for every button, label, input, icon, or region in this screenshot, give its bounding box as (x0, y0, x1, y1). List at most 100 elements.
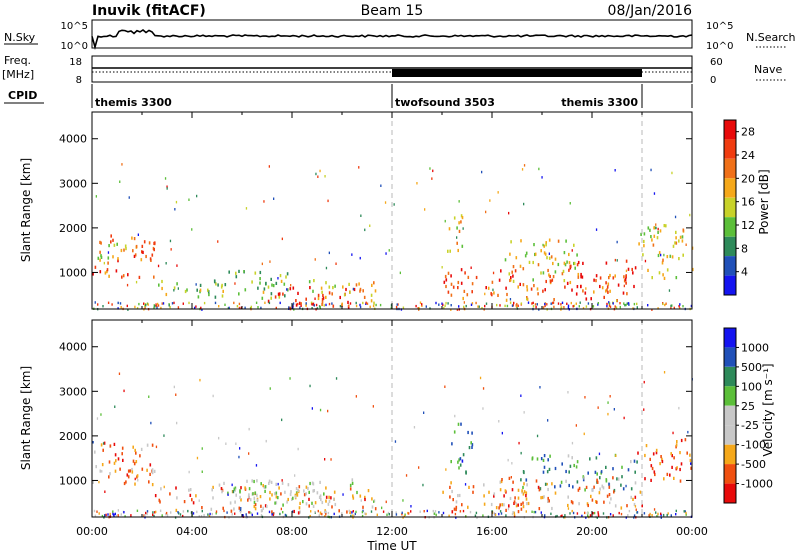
scatter-cell (279, 274, 282, 278)
scatter-cell (253, 479, 255, 484)
scatter-cell (138, 275, 141, 279)
scatter-cell (319, 306, 321, 309)
cpid-label: CPID (8, 89, 37, 102)
scatter-cell (663, 224, 666, 228)
colorbar-tick-label: 24 (741, 149, 755, 162)
scatter-cell (103, 261, 105, 265)
scatter-cell (402, 306, 405, 309)
scatter-cell (123, 248, 125, 252)
scatter-cell (612, 476, 614, 480)
scatter-cell (218, 436, 220, 440)
scatter-cell (248, 511, 250, 514)
scatter-cell (572, 511, 575, 515)
scatter-cell (331, 505, 333, 509)
scatter-cell (623, 284, 625, 288)
scatter-cell (673, 456, 675, 460)
scatter-cell (458, 466, 460, 470)
scatter-cell (657, 512, 659, 516)
scatter-cell (585, 297, 588, 301)
scatter-cell (462, 509, 465, 513)
scatter-cell (585, 516, 587, 519)
scatter-cell (655, 448, 658, 452)
scatter-cell (325, 266, 328, 270)
scatter-cell (195, 494, 197, 498)
scatter-cell (281, 237, 283, 241)
scatter-cell (653, 226, 655, 230)
scatter-cell (444, 219, 446, 223)
scatter-cell (627, 514, 629, 517)
scatter-cell (98, 512, 100, 515)
scatter-cell (584, 488, 586, 492)
scatter-cell (606, 288, 608, 292)
scatter-cell (260, 482, 262, 486)
scatter-cell (370, 510, 373, 513)
scatter-cell (188, 488, 190, 492)
scatter-cell (511, 270, 513, 274)
scatter-cell (150, 421, 152, 425)
scatter-cell (484, 292, 486, 296)
scatter-cell (467, 430, 469, 435)
scatter-cell (235, 442, 237, 445)
scatter-cell (664, 303, 666, 307)
scatter-cell (608, 485, 611, 489)
scatter-cell (518, 441, 520, 445)
scatter-cell (334, 284, 336, 288)
scatter-cell (373, 281, 375, 285)
scatter-cell (514, 496, 516, 500)
scatter-cell (561, 301, 564, 304)
scatter-cell (560, 515, 562, 518)
scatter-cell (141, 244, 144, 248)
scatter-cell (318, 514, 320, 517)
scatter-cell (313, 489, 315, 493)
scatter-cell (268, 481, 270, 485)
scatter-cell (212, 485, 214, 489)
scatter-cell (465, 515, 467, 518)
scatter-cell (264, 485, 267, 489)
scatter-cell (155, 303, 157, 306)
scatter-cell (570, 264, 572, 268)
scatter-cell (522, 505, 525, 509)
scatter-cell (382, 510, 385, 513)
scatter-cell (457, 248, 459, 253)
scatter-cell (667, 512, 669, 515)
scatter-cell (479, 376, 482, 380)
scatter-cell (651, 514, 653, 517)
scatter-cell (424, 208, 426, 211)
scatter-cell (576, 285, 579, 289)
scatter-cell (482, 407, 484, 410)
scatter-cell (137, 479, 139, 482)
scatter-cell (92, 480, 94, 484)
scatter-cell (268, 165, 270, 168)
scatter-cell (535, 479, 538, 483)
scatter-cell (170, 511, 172, 514)
scatter-cell (325, 513, 327, 516)
scatter-cell (96, 510, 98, 513)
scatter-cell (675, 513, 677, 516)
scatter-cell (235, 493, 237, 497)
scatter-cell (270, 296, 272, 300)
scatter-cell (565, 469, 567, 474)
scatter-cell (194, 306, 196, 310)
scatter-cell (290, 490, 292, 494)
scatter-cell (547, 458, 549, 462)
scatter-cell (668, 289, 671, 292)
power-ylabel: Slant Range [km] (19, 158, 33, 262)
nsky-tick-top: 10^5 (61, 21, 88, 32)
scatter-cell (330, 458, 332, 461)
scatter-cell (651, 308, 653, 311)
scatter-cell (262, 484, 264, 488)
scatter-cell (523, 490, 526, 494)
scatter-cell (221, 294, 224, 298)
scatter-cell (403, 515, 406, 518)
scatter-cell (278, 295, 281, 299)
scatter-cell (525, 510, 527, 513)
scatter-cell (526, 502, 528, 506)
scatter-cell (343, 293, 346, 297)
scatter-cell (520, 239, 522, 243)
scatter-cell (324, 511, 326, 514)
scatter-cell (277, 482, 279, 486)
scatter-cell (663, 253, 665, 257)
scatter-cell (649, 228, 651, 232)
scatter-cell (149, 463, 152, 467)
scatter-cell (227, 491, 229, 495)
